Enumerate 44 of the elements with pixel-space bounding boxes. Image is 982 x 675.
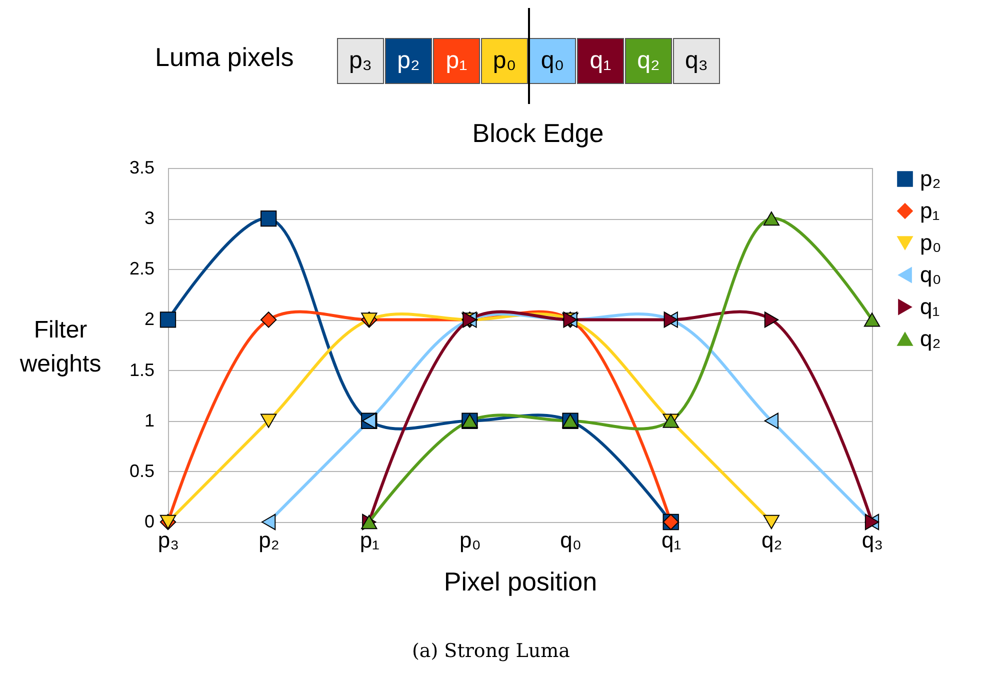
text: Block Edge	[472, 118, 604, 149]
point	[260, 414, 277, 428]
point	[260, 312, 277, 328]
point	[763, 212, 780, 226]
text: q₁	[577, 38, 624, 84]
text: p₂	[385, 38, 432, 84]
text: p₃	[337, 38, 384, 84]
x-axis-title: Pixel position	[444, 566, 598, 596]
x-tick-label: p₀	[460, 528, 481, 552]
text: (a) Strong Luma	[412, 640, 570, 662]
point	[763, 514, 780, 530]
text: q₀	[529, 38, 576, 84]
text: Luma pixels	[155, 42, 294, 73]
x-tick-label: q₁	[662, 528, 682, 552]
y-axis-title: Filter weights	[18, 316, 102, 378]
text: p₀	[481, 38, 528, 84]
y-tick-label: 3	[144, 208, 154, 228]
legend-label: p₁	[920, 198, 940, 223]
text: q₂	[625, 38, 672, 84]
legend-label: p₀	[920, 230, 942, 255]
text: q₃	[673, 38, 720, 84]
y-tick-label: 0	[144, 512, 154, 532]
y-tick-label: 0.5	[129, 460, 154, 481]
x-tick-label: p₁	[360, 528, 380, 552]
x-tick-label: p₃	[158, 528, 180, 552]
point	[262, 514, 276, 530]
point	[764, 412, 778, 429]
x-tick-label: q₃	[862, 528, 884, 552]
y-tick-label: 2.5	[129, 258, 154, 279]
text: p₁	[433, 38, 480, 84]
legend-label: p₂	[920, 166, 941, 191]
point	[864, 312, 880, 327]
legend-label: q₀	[920, 262, 942, 287]
point	[160, 312, 176, 328]
point	[260, 210, 277, 227]
x-tick-label: q₀	[560, 528, 582, 552]
y-tick-label: 1.5	[129, 360, 154, 380]
legend-label: q₁	[920, 294, 940, 319]
y-tick-label: 2	[144, 309, 154, 330]
y-tick-label: 1	[144, 410, 154, 430]
x-tick-label: q₂	[762, 528, 782, 552]
y-tick-label: 3.5	[129, 158, 154, 178]
x-tick-label: p₂	[258, 528, 280, 552]
legend-label: q₂	[920, 326, 941, 351]
